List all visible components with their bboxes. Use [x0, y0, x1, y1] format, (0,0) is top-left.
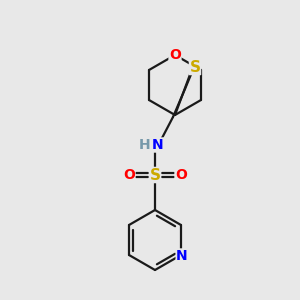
Text: O: O — [169, 48, 181, 62]
Text: S: S — [190, 59, 200, 74]
Text: N: N — [176, 249, 188, 263]
Text: S: S — [149, 167, 161, 182]
Text: O: O — [175, 168, 187, 182]
Text: H: H — [139, 138, 151, 152]
Text: N: N — [152, 138, 164, 152]
Text: O: O — [123, 168, 135, 182]
